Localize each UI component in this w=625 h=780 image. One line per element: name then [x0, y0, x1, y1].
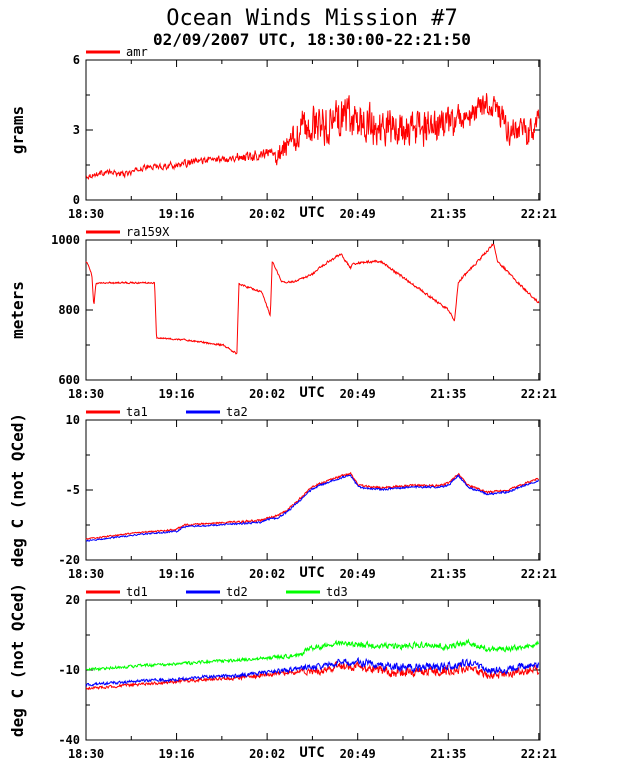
y-tick-label: 1000	[51, 233, 80, 247]
figure-subtitle: 02/09/2007 UTC, 18:30:00-22:21:50	[153, 30, 471, 49]
x-tick-label: 21:35	[430, 207, 466, 221]
y-tick-label: 10	[66, 413, 80, 427]
legend-label-ta2: ta2	[226, 405, 248, 419]
x-tick-label: 22:21	[521, 387, 557, 401]
series-line-td2	[85, 656, 540, 688]
legend-label-td2: td2	[226, 585, 248, 599]
x-axis-label: UTC	[299, 385, 324, 401]
x-tick-label: 20:02	[249, 747, 285, 761]
y-axis-label: meters	[8, 281, 27, 339]
series-line-ta1	[85, 471, 540, 540]
y-tick-label: 0	[73, 193, 80, 207]
series-line-td1	[86, 660, 540, 691]
legend-label-ta1: ta1	[126, 405, 148, 419]
x-tick-label: 19:16	[159, 387, 195, 401]
x-tick-label: 19:16	[159, 567, 195, 581]
y-tick-label: 6	[73, 53, 80, 67]
plot-frame	[85, 599, 541, 741]
x-tick-label: 22:21	[521, 747, 557, 761]
panel-3: 18:30 19:16 20:02 20:49 21:35 22:21 UTC -20 -5 10…	[8, 405, 557, 581]
y-tick-label: -5	[66, 483, 80, 497]
x-tick-label: 20:02	[249, 387, 285, 401]
x-tick-label: 22:21	[521, 567, 557, 581]
y-tick-label: 3	[73, 123, 80, 137]
y-axis-label: grams	[8, 106, 27, 154]
plot-frame	[85, 419, 541, 561]
y-tick-label: -10	[58, 663, 80, 677]
legend-label-amr: amr	[126, 45, 148, 59]
x-axis-label: UTC	[299, 745, 324, 761]
x-axis-label: UTC	[299, 565, 324, 581]
x-tick-label: 18:30	[68, 387, 104, 401]
x-tick-label: 21:35	[430, 747, 466, 761]
y-axis-label: deg C (not QCed)	[8, 413, 27, 567]
series-line-ta2	[85, 474, 539, 542]
y-tick-label: -40	[58, 733, 80, 747]
x-tick-label: 21:35	[430, 567, 466, 581]
x-axis-label: UTC	[299, 205, 324, 221]
series-line-ra159X	[85, 243, 540, 355]
x-tick-label: 20:49	[340, 567, 376, 581]
y-tick-label: 600	[58, 373, 80, 387]
x-tick-label: 20:49	[340, 747, 376, 761]
x-tick-label: 20:49	[340, 207, 376, 221]
panel-2: 18:30 19:16 20:02 20:49 21:35 22:21 UTC 600 800 1…	[8, 225, 557, 401]
x-tick-label: 18:30	[68, 567, 104, 581]
figure-title: Ocean Winds Mission #7	[166, 6, 457, 31]
plot-frame	[85, 59, 541, 201]
series-line-amr	[85, 93, 540, 181]
x-tick-label: 20:02	[249, 207, 285, 221]
panel-1: 18:30 19:16 20:02 20:49 21:35 22:21 UTC 0 3 6 gram…	[8, 45, 557, 221]
x-tick-label: 20:49	[340, 387, 376, 401]
y-axis-label: deg C (not QCed)	[8, 583, 27, 737]
y-tick-label: 800	[58, 303, 80, 317]
series-line-td3	[85, 638, 540, 672]
legend-label-td1: td1	[126, 585, 148, 599]
x-tick-label: 21:35	[430, 387, 466, 401]
x-tick-label: 18:30	[68, 747, 104, 761]
chart-panels: 18:30 19:16 20:02 20:49 21:35 22:21 UTC 0 3 6 gram…	[8, 45, 557, 761]
legend-label-td3: td3	[326, 585, 348, 599]
y-tick-label: 20	[66, 593, 80, 607]
x-tick-label: 19:16	[159, 207, 195, 221]
x-tick-label: 19:16	[159, 747, 195, 761]
x-tick-label: 20:02	[249, 567, 285, 581]
legend-label-ra159X: ra159X	[126, 225, 170, 239]
x-tick-label: 18:30	[68, 207, 104, 221]
x-tick-label: 22:21	[521, 207, 557, 221]
y-tick-label: -20	[58, 553, 80, 567]
panel-4: 18:30 19:16 20:02 20:49 21:35 22:21 UTC -40 -10 2…	[8, 583, 557, 761]
plot-frame	[85, 239, 541, 381]
